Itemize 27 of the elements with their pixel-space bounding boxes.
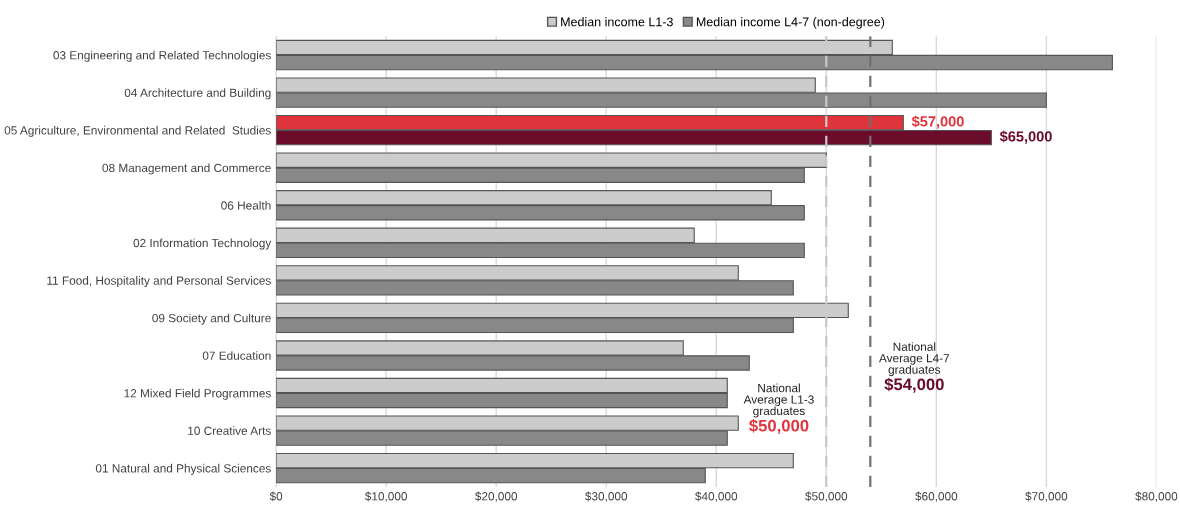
x-tick-label: $50,000 xyxy=(805,491,848,502)
ref-line-label: National Average L4-7 graduates $54,000 xyxy=(879,342,950,393)
legend-label: Median income L1-3 xyxy=(561,17,673,27)
y-tick-label: 09 Society and Culture xyxy=(152,313,271,325)
x-tick-label: $60,000 xyxy=(915,491,958,502)
y-tick-label: 03 Engineering and Related Technologies xyxy=(53,50,271,62)
data-label: $65,000 xyxy=(999,130,1052,144)
y-tick-label: 12 Mixed Field Programmes xyxy=(124,388,271,400)
x-tick-label: $30,000 xyxy=(585,491,628,502)
y-tick-label: 04 Architecture and Building xyxy=(124,88,271,100)
y-tick-label: 01 Natural and Physical Sciences xyxy=(95,463,271,475)
x-tick-label: $0 xyxy=(269,491,283,502)
x-tick-label: $70,000 xyxy=(1025,491,1068,502)
y-tick-label: 06 Health xyxy=(221,200,271,210)
x-tick-label: $20,000 xyxy=(474,491,518,502)
y-tick-label: 11 Food, Hospitality and Personal Services xyxy=(47,276,271,288)
y-tick-label: 05 Agriculture, Environmental and Related Studies xyxy=(4,125,271,137)
y-tick-label: 10 Creative Arts xyxy=(188,426,271,435)
x-tick-label: $10,000 xyxy=(364,491,408,502)
x-tick-label: $80,000 xyxy=(1135,491,1178,502)
y-tick-label: 02 Information Technology xyxy=(133,238,272,250)
ref-line-label: National Average L1-3 graduates $50,000 xyxy=(743,383,814,434)
x-tick-label: $40,000 xyxy=(695,491,738,502)
y-tick-label: 07 Education xyxy=(202,351,271,360)
data-label: $57,000 xyxy=(911,115,964,129)
y-tick-label: 08 Management and Commerce xyxy=(102,163,271,175)
legend-label: Median income L4-7 (non-degree) xyxy=(696,17,885,29)
